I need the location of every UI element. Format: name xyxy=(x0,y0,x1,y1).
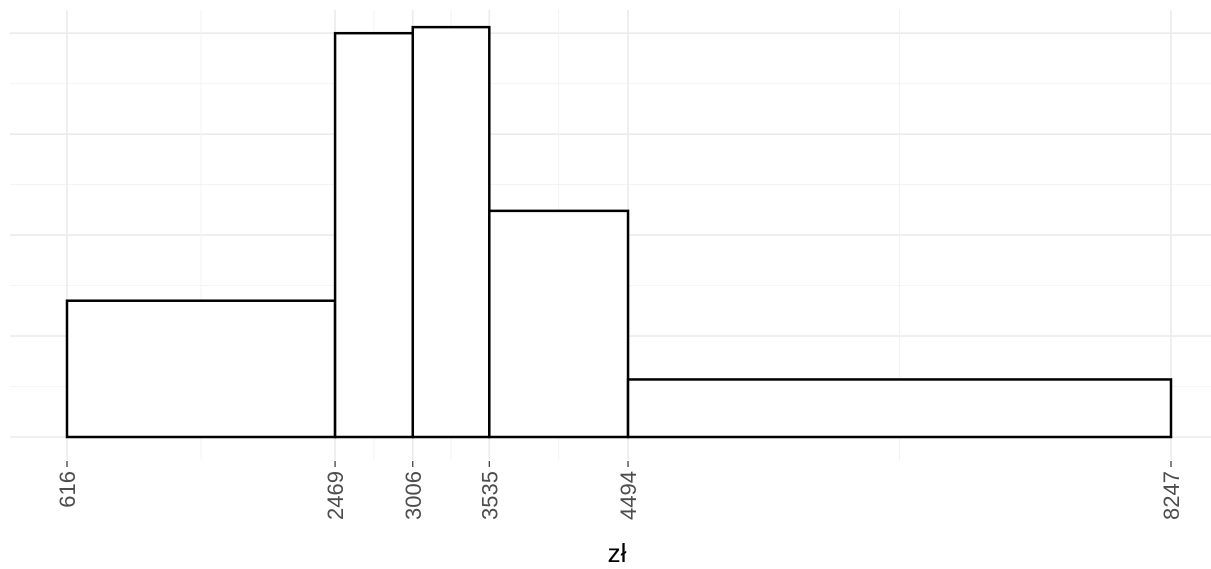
x-tick-label: 8247 xyxy=(1159,471,1184,520)
histogram-bar xyxy=(626,378,1173,439)
x-axis-ticks: 616 2469 3006 3535 4494 8247 xyxy=(55,461,1184,520)
x-axis-title: zł xyxy=(608,538,627,568)
histogram-bar xyxy=(65,299,337,439)
x-tick-label: 3535 xyxy=(477,471,502,520)
x-tick-label: 4494 xyxy=(616,471,641,520)
x-tick-label: 616 xyxy=(55,471,80,508)
histogram-bar xyxy=(411,25,491,439)
histogram-bar xyxy=(333,31,415,439)
bars xyxy=(65,25,1173,439)
histogram-bar xyxy=(488,209,630,439)
x-tick-label: 3006 xyxy=(401,471,426,520)
x-tick-label: 2469 xyxy=(323,471,348,520)
